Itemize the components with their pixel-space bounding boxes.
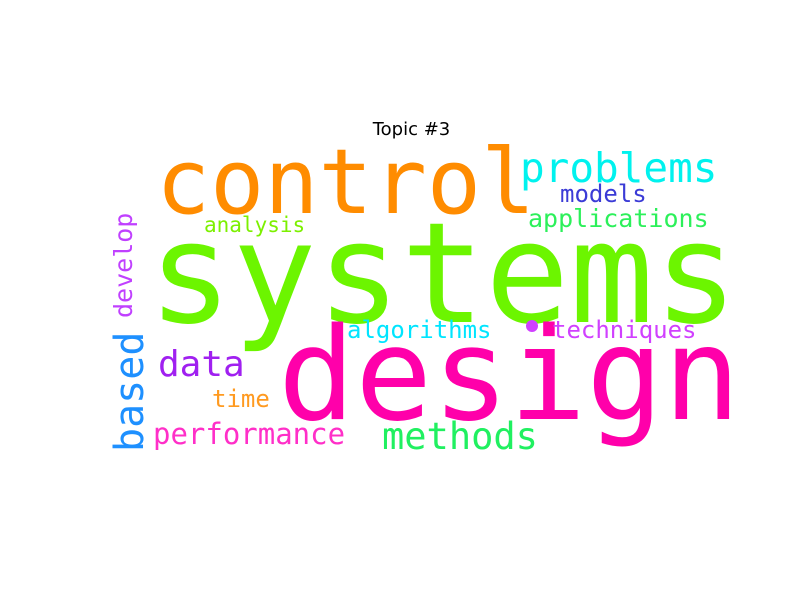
word-based: based [107,331,153,452]
word-systems: systems [148,193,739,356]
word-data: data [158,344,245,385]
word-control: control [156,130,536,235]
dot-mark [526,320,538,332]
word-time: time [212,385,270,413]
word-methods: methods [382,415,538,458]
word-performance: performance [153,417,346,451]
word-models: models [560,180,647,208]
word-develop: develop [109,212,138,318]
word-applications: applications [528,204,709,233]
word-analysis: analysis [204,213,306,237]
word-techniques: techniques [552,316,697,344]
word-algorithms: algorithms [347,316,492,344]
chart-title: Topic #3 [372,119,451,140]
word-problems: problems [520,144,718,192]
word-design: design [278,301,741,450]
